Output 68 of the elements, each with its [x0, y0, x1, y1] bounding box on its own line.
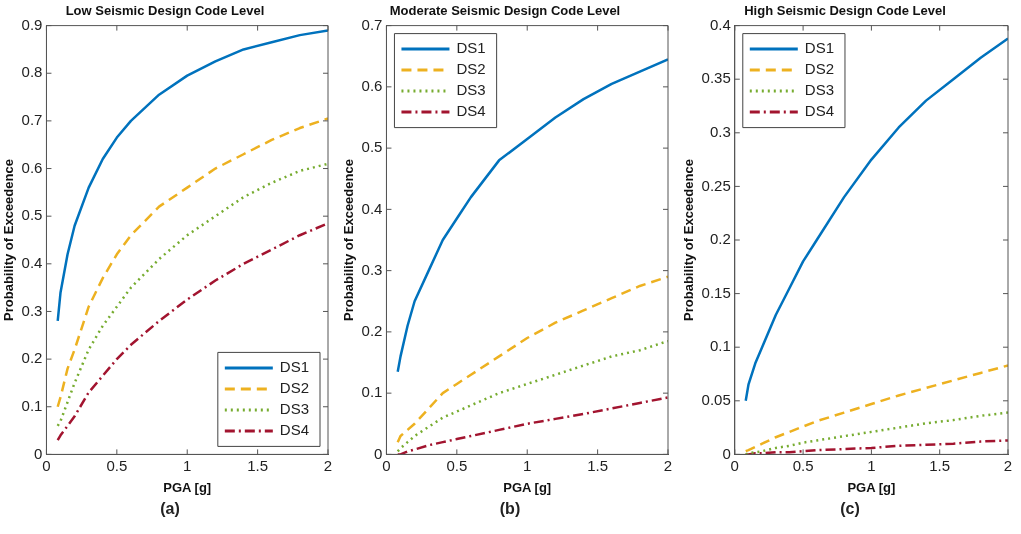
y-tick-label: 0.4 [21, 253, 43, 271]
x-tick-label: 1 [523, 456, 532, 474]
y-tick-label: 0.7 [361, 15, 383, 33]
x-tick-label: 1.5 [247, 456, 269, 474]
x-tick-label: 2 [323, 456, 333, 474]
x-tick-label: 2 [663, 456, 673, 474]
y-tick-label: 0 [722, 444, 731, 462]
y-tick-label: 0.25 [701, 176, 731, 194]
text: (c) [839, 500, 861, 518]
y-tick-label: 0.2 [361, 322, 383, 340]
legend-label: DS1 [804, 39, 834, 57]
legend-label: DS3 [804, 81, 834, 99]
y-tick-label: 0.15 [701, 283, 731, 301]
y-tick-label: 0.4 [709, 15, 731, 33]
legend-label: DS2 [279, 379, 310, 397]
y-tick-label: 0.1 [21, 396, 43, 414]
text: (a) [159, 500, 181, 518]
legend-label: DS1 [456, 39, 486, 57]
line-series [56, 222, 328, 442]
line-series [396, 275, 668, 444]
legend-label: DS2 [804, 60, 834, 78]
x-tick-label: 0.5 [792, 456, 814, 474]
line-series [396, 396, 668, 455]
y-tick-label: 0.1 [709, 337, 731, 355]
legend-label: DS2 [456, 60, 486, 78]
legend-label: DS1 [279, 358, 310, 376]
chart-title: High Seismic Design Code Level [744, 3, 946, 19]
y-axis-title: Probability of Exceedence [1, 159, 17, 321]
y-axis-title: Probability of Exceedence [681, 159, 697, 321]
y-tick-label: 0.5 [21, 206, 43, 224]
y-tick-label: 0.3 [709, 122, 731, 140]
y-tick-label: 0.05 [701, 390, 731, 408]
legend-label: DS3 [456, 81, 486, 99]
x-tick-label: 1 [183, 456, 192, 474]
x-tick-label: 2 [1003, 456, 1013, 474]
y-tick-label: 0.1 [361, 383, 383, 401]
x-tick-label: 1.5 [929, 456, 951, 474]
chart-title: Low Seismic Design Code Level [65, 3, 265, 19]
legend-label: DS3 [279, 400, 310, 418]
y-tick-label: 0 [374, 444, 383, 462]
y-tick-label: 0.2 [21, 349, 43, 367]
y-tick-label: 0.5 [361, 138, 383, 156]
y-tick-label: 0.4 [361, 199, 383, 217]
line-series [744, 411, 1008, 455]
y-tick-label: 0.35 [701, 69, 731, 87]
y-tick-label: 0 [34, 444, 43, 462]
x-tick-label: 1 [867, 456, 876, 474]
y-axis-title: Probability of Exceedence [341, 159, 357, 321]
x-axis-title: PGA [g] [503, 479, 552, 495]
chart-title: Moderate Seismic Design Code Level [389, 3, 621, 19]
y-tick-label: 0.3 [21, 301, 43, 319]
y-tick-label: 0.6 [21, 158, 43, 176]
legend-label: DS4 [456, 102, 486, 120]
y-tick-label: 0.6 [361, 77, 383, 94]
x-tick-label: 0.5 [106, 456, 128, 474]
y-tick-label: 0.7 [21, 111, 43, 129]
y-tick-label: 0.3 [361, 260, 383, 278]
legend-label: DS4 [279, 421, 310, 439]
text: (b) [498, 500, 522, 518]
line-series [744, 364, 1008, 453]
x-tick-label: 1.5 [587, 456, 609, 474]
y-tick-label: 0.8 [21, 63, 43, 81]
x-axis-title: PGA [g] [847, 479, 896, 495]
y-tick-label: 0.9 [21, 15, 43, 33]
legend-label: DS4 [804, 102, 834, 120]
x-axis-title: PGA [g] [163, 479, 212, 495]
y-tick-label: 0.2 [709, 230, 731, 248]
x-tick-label: 0.5 [446, 456, 468, 474]
